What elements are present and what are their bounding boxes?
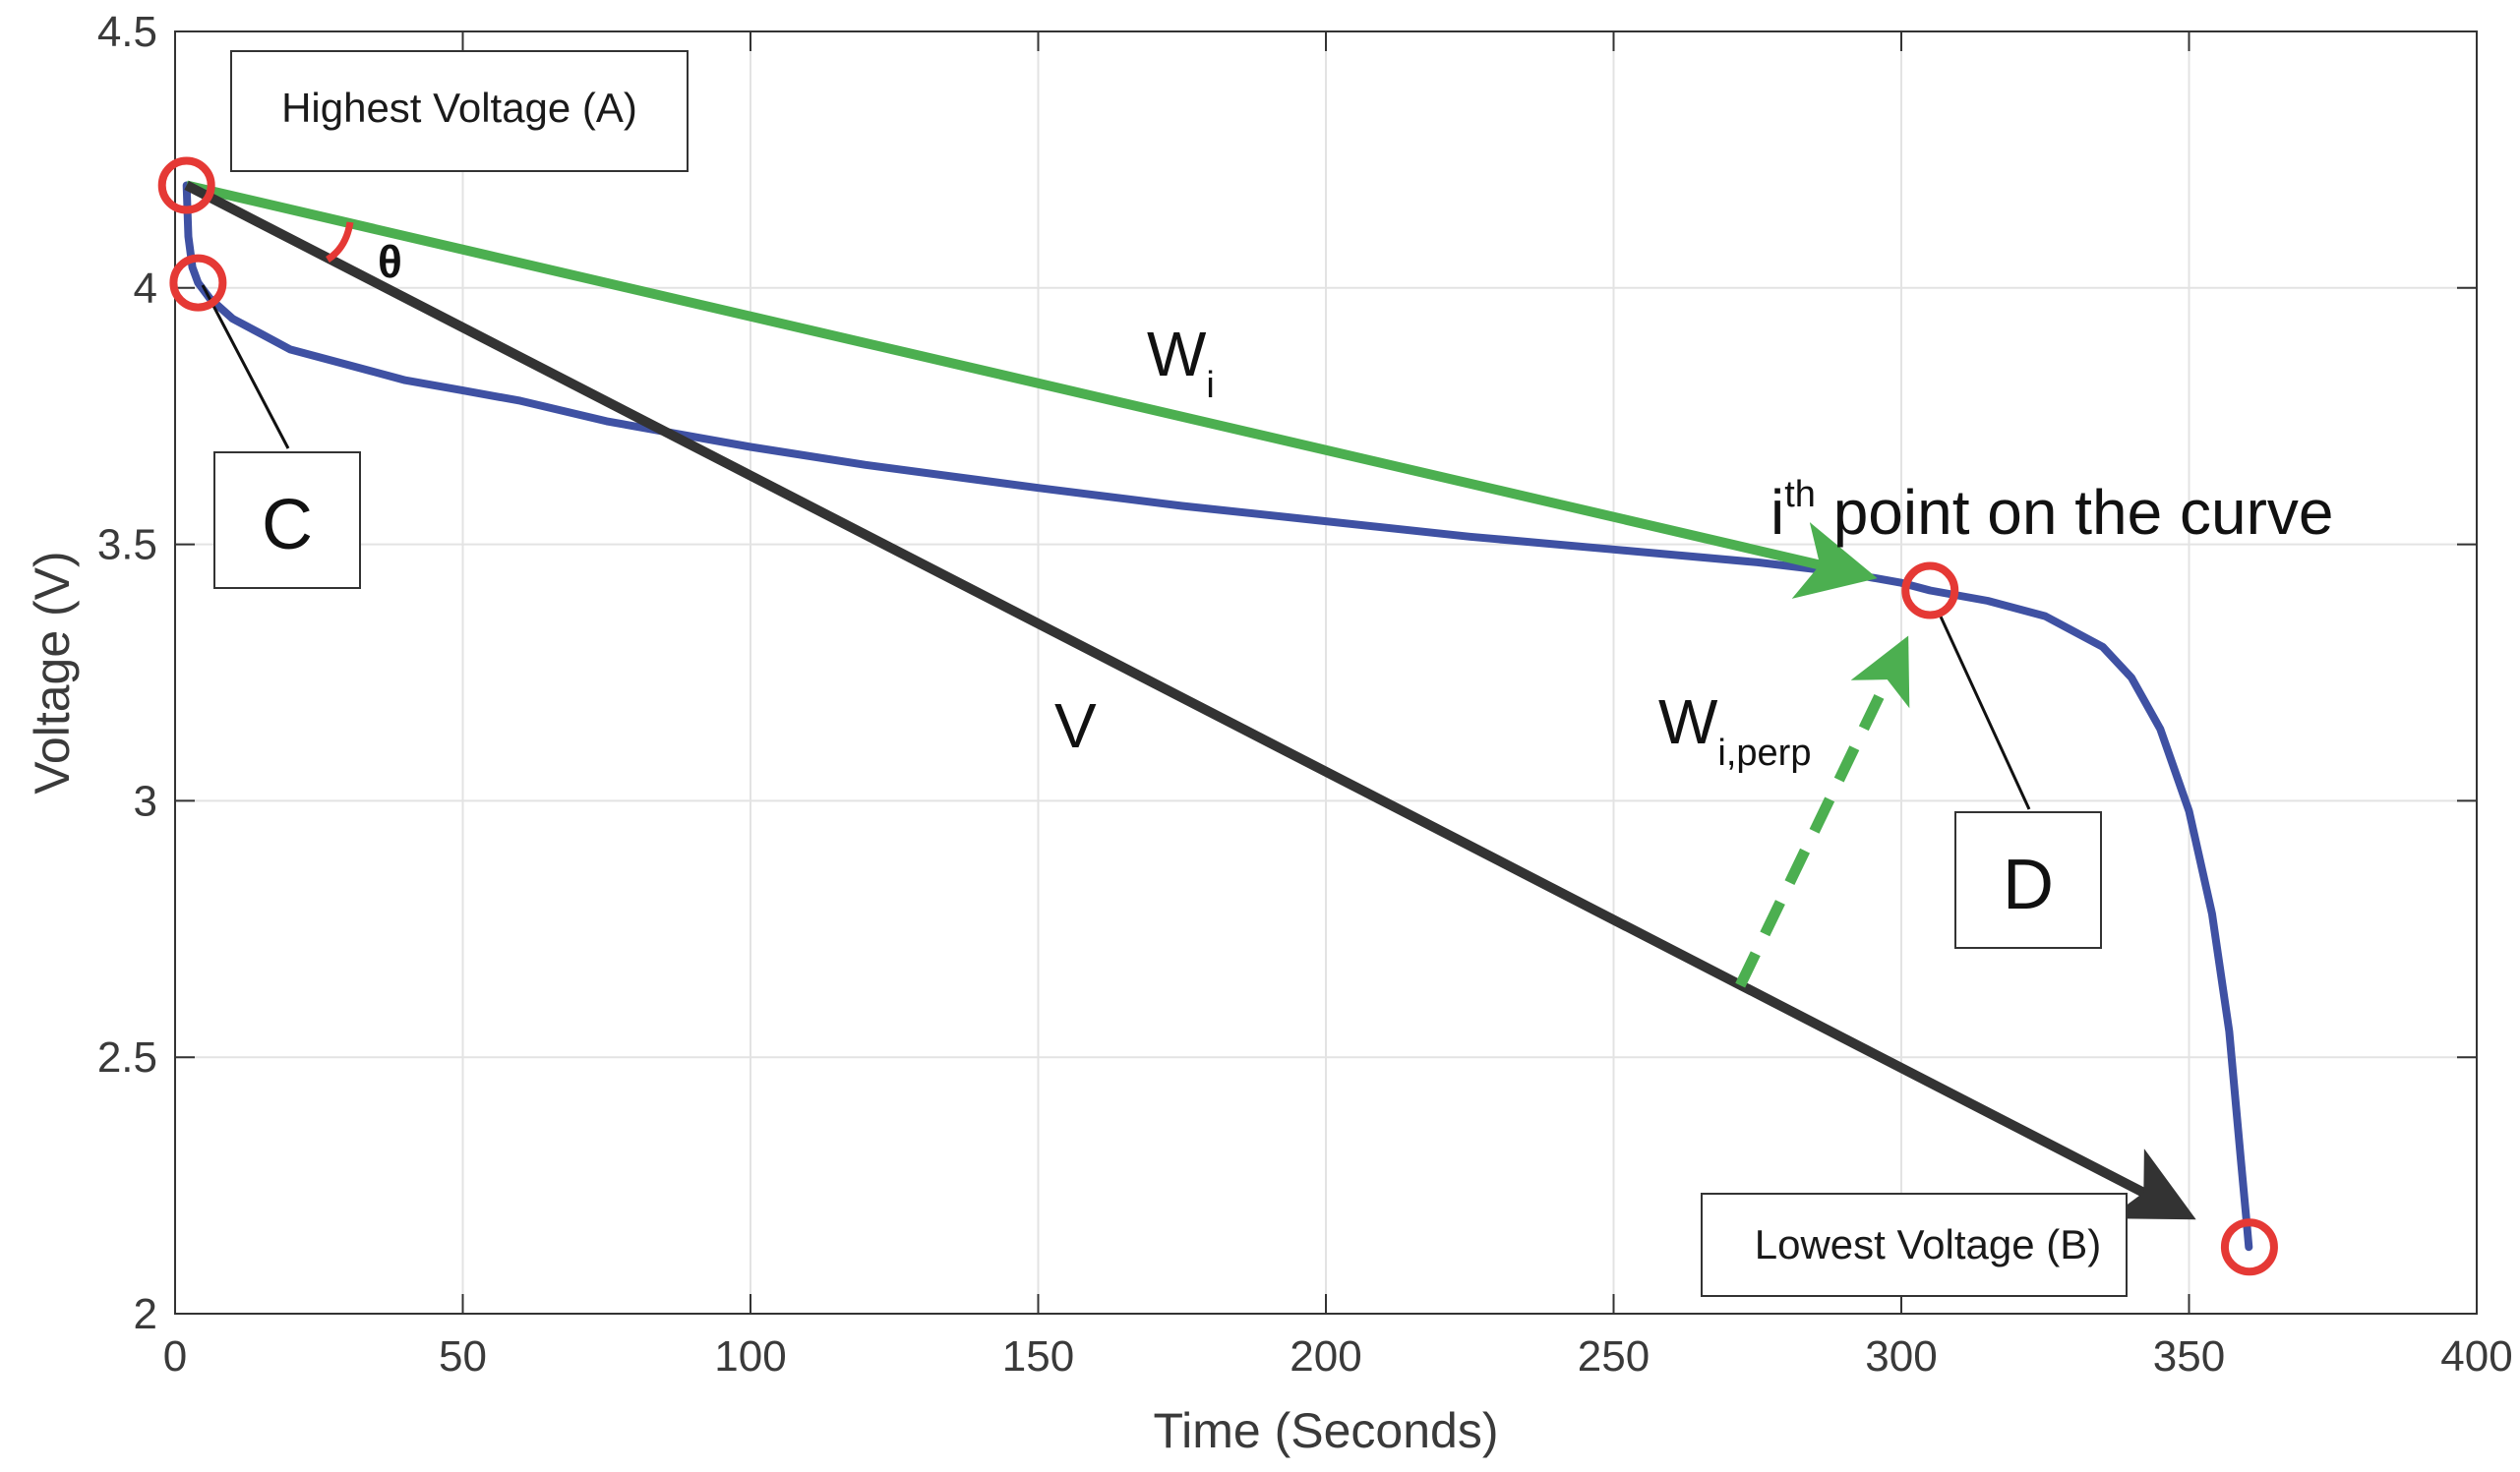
point-markers [157,156,2278,1276]
marker-circle [169,254,227,312]
c-box [213,451,361,589]
wi-label: Wi [1147,319,1215,406]
v-label: V [1054,690,1097,761]
highest-voltage-label: Highest Voltage (A) [281,85,637,131]
ith-superscript: th [1784,474,1816,515]
x-tick-label: 0 [163,1332,187,1381]
x-tick-label: 250 [1578,1332,1650,1381]
vector-v [184,181,2196,1220]
marker-circle [2220,1218,2278,1276]
x-tick-label: 50 [439,1332,487,1381]
marker-circle [1901,561,1959,619]
lowest-voltage-label: Lowest Voltage (B) [1755,1221,2102,1267]
d-label: D [2003,846,2054,924]
wi-perp-label: Wi,perp [1658,686,1811,774]
y-tick-label: 3 [134,777,157,825]
x-tick-label: 150 [1002,1332,1074,1381]
y-tick-label: 4 [134,265,157,313]
x-tick-label: 350 [2153,1332,2225,1381]
ith-i: i [1770,477,1784,548]
vector-wi-perp [1735,635,1910,988]
ith-point-label: ith point on the curve [1770,474,2333,548]
ith-rest: point on the curve [1816,477,2334,548]
y-axis-label: Voltage (V) [25,551,80,794]
vector-wi [185,180,1878,599]
lowest-voltage-box [1701,1193,2128,1297]
theta-label: θ [378,236,402,287]
x-axis-label: Time (Seconds) [1153,1403,1498,1458]
wi-perp-subscript: i,perp [1717,733,1811,774]
y-tick-label: 2 [134,1290,157,1338]
d-box [1954,811,2102,949]
wi-subscript: i [1206,365,1214,406]
c-label: C [262,486,313,564]
grid [175,31,2477,1314]
x-tick-label: 400 [2440,1332,2512,1381]
axis-ticks: 0 50 100 150 200 250 300 350 400 2 2.5 3 3.5 4 4.5 [97,8,2513,1381]
y-tick-label: 2.5 [97,1033,157,1082]
wi-perp-main: W [1658,686,1718,757]
x-tick-label: 300 [1865,1332,1937,1381]
marker-circle [157,156,215,214]
axes-frame [174,30,2478,1315]
leader-line-c [201,284,290,449]
theta-arc [326,221,354,263]
highest-voltage-box [230,50,689,172]
y-tick-label: 3.5 [97,521,157,569]
wi-main: W [1147,319,1207,389]
leader-line-d [1939,616,2031,810]
x-tick-label: 200 [1290,1332,1361,1381]
voltage-curve [182,181,2253,1252]
x-tick-label: 100 [714,1332,786,1381]
y-tick-label: 4.5 [97,8,157,56]
